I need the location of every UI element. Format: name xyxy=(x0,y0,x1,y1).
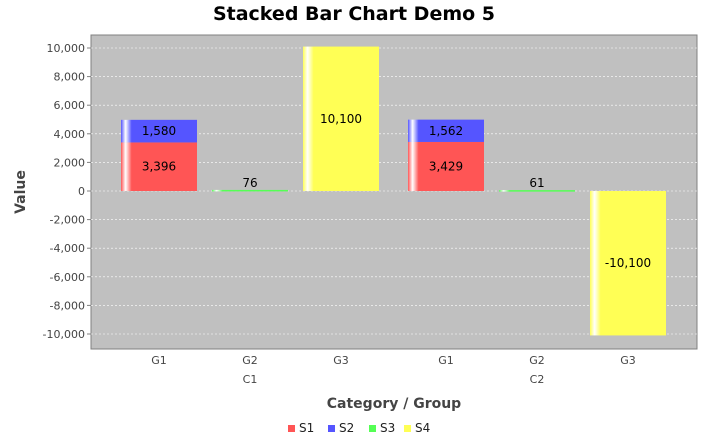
x-tick-label: G2 xyxy=(242,354,258,367)
bar-s1 xyxy=(408,141,484,191)
x-tick-label: G1 xyxy=(438,354,454,367)
legend-label: S2 xyxy=(339,421,354,435)
value-label: 1,580 xyxy=(142,124,176,138)
legend-swatch-s4 xyxy=(404,425,411,432)
legend-label: S1 xyxy=(299,421,314,435)
value-label: 10,100 xyxy=(320,112,362,126)
bar-s3 xyxy=(212,189,288,192)
y-tick-label: -8,000 xyxy=(50,299,85,312)
legend-swatch-s1 xyxy=(288,425,295,432)
y-tick-label: 10,000 xyxy=(47,42,86,55)
legend: S1 S2 S3 S4 xyxy=(288,421,430,435)
value-label: 61 xyxy=(529,176,544,190)
legend-label: S3 xyxy=(380,421,395,435)
y-tick-label: -10,000 xyxy=(43,328,85,341)
value-label: 3,396 xyxy=(142,160,176,174)
bar-s4 xyxy=(590,191,666,336)
x-tick-label: G1 xyxy=(151,354,167,367)
y-tick-label: -6,000 xyxy=(50,271,85,284)
bar-s4 xyxy=(303,46,379,191)
bar-s2 xyxy=(121,119,197,143)
bar-s3 xyxy=(499,190,575,192)
x-tick-label: G2 xyxy=(529,354,545,367)
group-label: C1 xyxy=(243,373,258,386)
y-tick-label: 8,000 xyxy=(54,71,86,84)
x-tick-label: G3 xyxy=(620,354,636,367)
legend-label: S4 xyxy=(415,421,430,435)
value-label: 1,562 xyxy=(429,124,463,138)
y-tick-label: -4,000 xyxy=(50,242,85,255)
x-tick-label: G3 xyxy=(333,354,349,367)
y-tick-label: 2,000 xyxy=(54,156,86,169)
value-label: 76 xyxy=(242,176,257,190)
y-tick-label: 6,000 xyxy=(54,99,86,112)
bar-s2 xyxy=(408,119,484,142)
y-axis-ticks: -10,000 -8,000 -6,000 -4,000 -2,000 0 2,000 4,0… xyxy=(43,42,91,341)
value-label: 3,429 xyxy=(429,159,463,173)
legend-swatch-s2 xyxy=(328,425,335,432)
x-axis-ticks: G1 G2 G3 C1 G1 G2 G3 C2 xyxy=(151,354,636,386)
x-axis-label: Category / Group xyxy=(327,396,461,412)
y-tick-label: 4,000 xyxy=(54,128,86,141)
group-label: C2 xyxy=(530,373,545,386)
y-tick-label: 0 xyxy=(78,185,85,198)
value-label: -10,100 xyxy=(605,256,651,270)
value-labels: 3,396 1,580 76 10,100 3,429 1,562 61 -10,100 xyxy=(142,112,651,270)
y-axis-label: Value xyxy=(13,170,29,214)
bars xyxy=(121,46,666,336)
y-tick-label: -2,000 xyxy=(50,214,85,227)
chart-title: Stacked Bar Chart Demo 5 xyxy=(213,3,495,25)
legend-swatch-s3 xyxy=(369,425,376,432)
bar-s1 xyxy=(121,142,197,191)
